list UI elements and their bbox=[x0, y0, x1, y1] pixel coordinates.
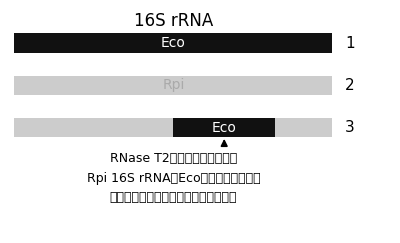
Text: Rpi 16S rRNAにEcoの配列の一部を組: Rpi 16S rRNAにEcoの配列の一部を組 bbox=[86, 172, 260, 185]
Bar bbox=[173, 118, 275, 137]
Text: Eco: Eco bbox=[212, 121, 237, 135]
Text: 3: 3 bbox=[345, 120, 355, 135]
Text: 16S rRNA: 16S rRNA bbox=[134, 12, 213, 30]
Text: 2: 2 bbox=[345, 78, 355, 93]
Text: 1: 1 bbox=[345, 35, 355, 51]
Text: み込むと阻害活性を示すようになる。: み込むと阻害活性を示すようになる。 bbox=[110, 191, 237, 204]
Text: Eco: Eco bbox=[161, 36, 186, 50]
Text: Rpi: Rpi bbox=[162, 78, 184, 92]
Text: RNase T2の阻害に必須な領域: RNase T2の阻害に必須な領域 bbox=[110, 152, 237, 165]
Bar bbox=[14, 118, 173, 137]
Bar bbox=[14, 33, 332, 53]
Bar bbox=[14, 76, 332, 95]
Bar bbox=[275, 118, 332, 137]
